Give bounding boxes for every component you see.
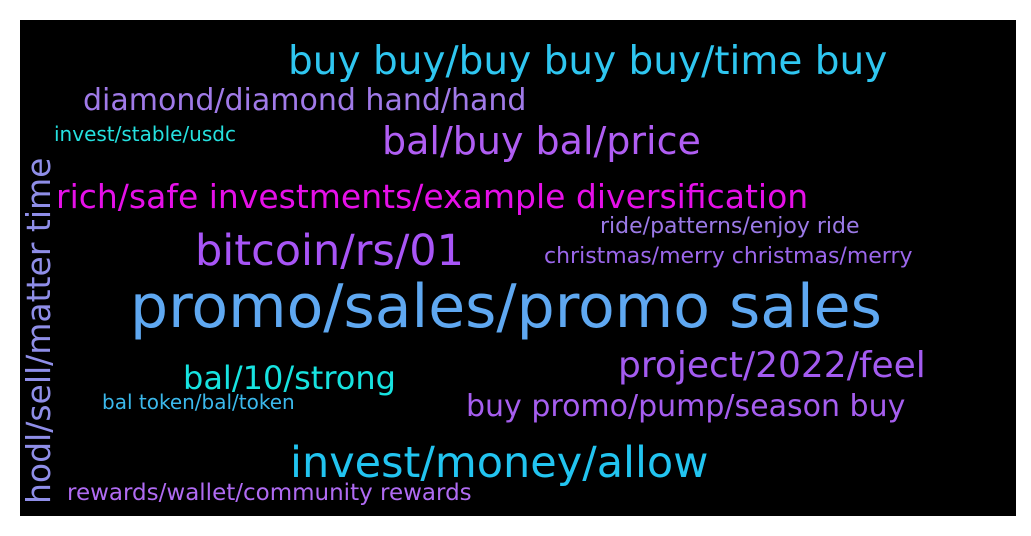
word-diamond-hand: diamond/diamond hand/hand <box>83 83 527 118</box>
word-bitcoin: bitcoin/rs/01 <box>195 226 465 276</box>
word-cloud-canvas: buy buy/buy buy buy/time buy diamond/dia… <box>20 20 1016 516</box>
word-promo-sales: promo/sales/promo sales <box>130 272 882 342</box>
word-hodl-sell: hodl/sell/matter time <box>20 157 58 504</box>
word-invest-stable: invest/stable/usdc <box>54 122 236 146</box>
word-bal-buy-price: bal/buy bal/price <box>382 119 701 163</box>
word-project-2022: project/2022/feel <box>618 345 926 386</box>
word-bal-token: bal token/bal/token <box>102 390 295 414</box>
word-rewards-wallet: rewards/wallet/community rewards <box>67 480 472 506</box>
word-bal-10-strong: bal/10/strong <box>183 359 396 397</box>
word-ride-patterns: ride/patterns/enjoy ride <box>600 214 860 239</box>
word-invest-money: invest/money/allow <box>290 438 709 488</box>
word-christmas: christmas/merry christmas/merry <box>544 244 913 269</box>
word-buy-time: buy buy/buy buy buy/time buy <box>288 39 888 84</box>
word-rich-safe: rich/safe investments/example diversific… <box>56 177 809 216</box>
word-buy-promo-pump: buy promo/pump/season buy <box>466 389 906 424</box>
